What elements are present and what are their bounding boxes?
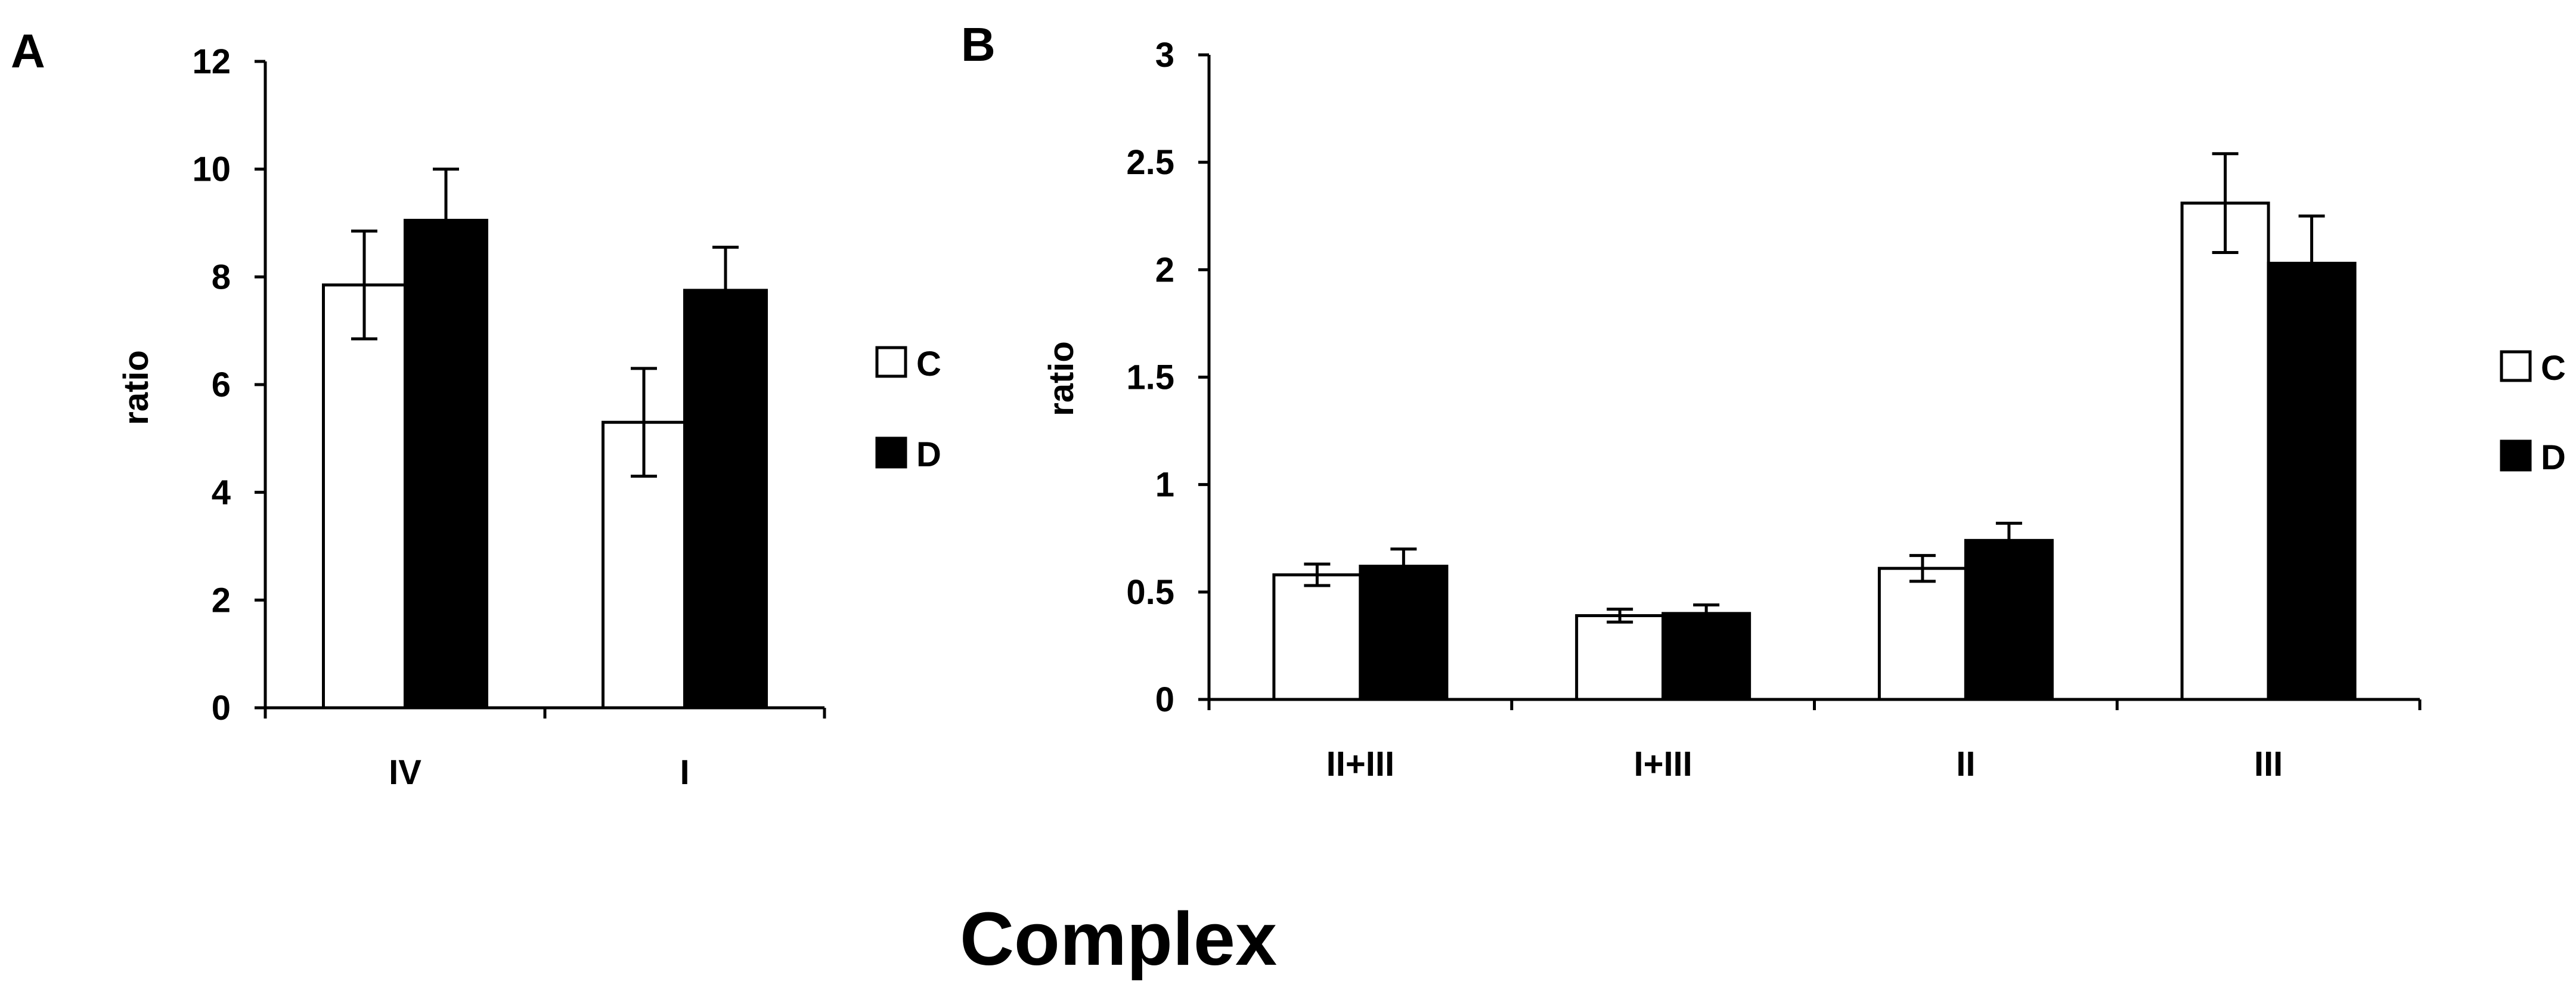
y-tick-label: 1 bbox=[1155, 466, 1174, 504]
bar-d-ii bbox=[1964, 538, 2054, 701]
bar-d-i-plus-iii bbox=[1661, 612, 1752, 701]
y-tick-label: 10 bbox=[192, 150, 231, 189]
bar-d-ii-plus-iii bbox=[1359, 565, 1449, 701]
legend-swatch-d bbox=[875, 436, 907, 469]
legend-label-c: C bbox=[2541, 349, 2566, 388]
legend-label-d: D bbox=[916, 435, 941, 474]
y-tick-label: 0.5 bbox=[1126, 573, 1174, 612]
y-tick-label: 1.5 bbox=[1126, 358, 1174, 397]
legend-label-c: C bbox=[916, 345, 941, 383]
y-tick-label: 0 bbox=[1155, 680, 1174, 719]
legend-b: C D bbox=[2500, 349, 2566, 477]
y-tick-label: 0 bbox=[212, 689, 231, 727]
y-tick-label: 8 bbox=[212, 258, 231, 296]
legend-swatch-c bbox=[2500, 350, 2532, 382]
y-tick-label: 12 bbox=[192, 42, 231, 81]
x-tick-label: I bbox=[680, 753, 689, 792]
bar-d-i bbox=[683, 289, 768, 710]
legend-swatch-c bbox=[875, 346, 907, 378]
bar-c-ii-plus-iii bbox=[1272, 573, 1362, 701]
y-axis-label-b: ratio bbox=[1042, 341, 1081, 416]
y-axis-label-a: ratio bbox=[117, 350, 156, 425]
bar-c-ii bbox=[1877, 566, 1967, 701]
x-tick-label: II bbox=[1956, 745, 1975, 784]
y-tick-label: 4 bbox=[212, 473, 231, 512]
bar-c-iii bbox=[2180, 202, 2270, 701]
x-tick-label: IV bbox=[389, 753, 421, 792]
y-tick-label: 6 bbox=[212, 366, 231, 404]
y-tick-label: 2.5 bbox=[1126, 143, 1174, 182]
y-tick-label: 3 bbox=[1155, 36, 1174, 75]
plot-area-a: 0 2 4 6 8 10 12 IV I bbox=[192, 42, 826, 792]
y-tick-label: 2 bbox=[212, 581, 231, 620]
x-tick-label: I+III bbox=[1633, 745, 1692, 784]
x-axis-title: Complex bbox=[960, 897, 1277, 981]
panel-label-a: A bbox=[11, 24, 45, 78]
bar-d-iv bbox=[404, 218, 488, 710]
bar-c-i-plus-iii bbox=[1575, 614, 1665, 701]
legend-label-d: D bbox=[2541, 438, 2566, 477]
y-tick-label: 2 bbox=[1155, 250, 1174, 289]
legend-swatch-d bbox=[2500, 439, 2532, 472]
bar-c-iv bbox=[322, 283, 407, 710]
panel-label-b: B bbox=[961, 18, 996, 71]
panel-a: A ratio 0 2 4 6 8 10 12 IV I C D bbox=[11, 24, 941, 792]
x-tick-label: III bbox=[2254, 745, 2283, 784]
x-tick-label: II+III bbox=[1326, 745, 1394, 784]
bar-d-iii bbox=[2267, 262, 2357, 701]
legend-a: C D bbox=[875, 345, 941, 474]
